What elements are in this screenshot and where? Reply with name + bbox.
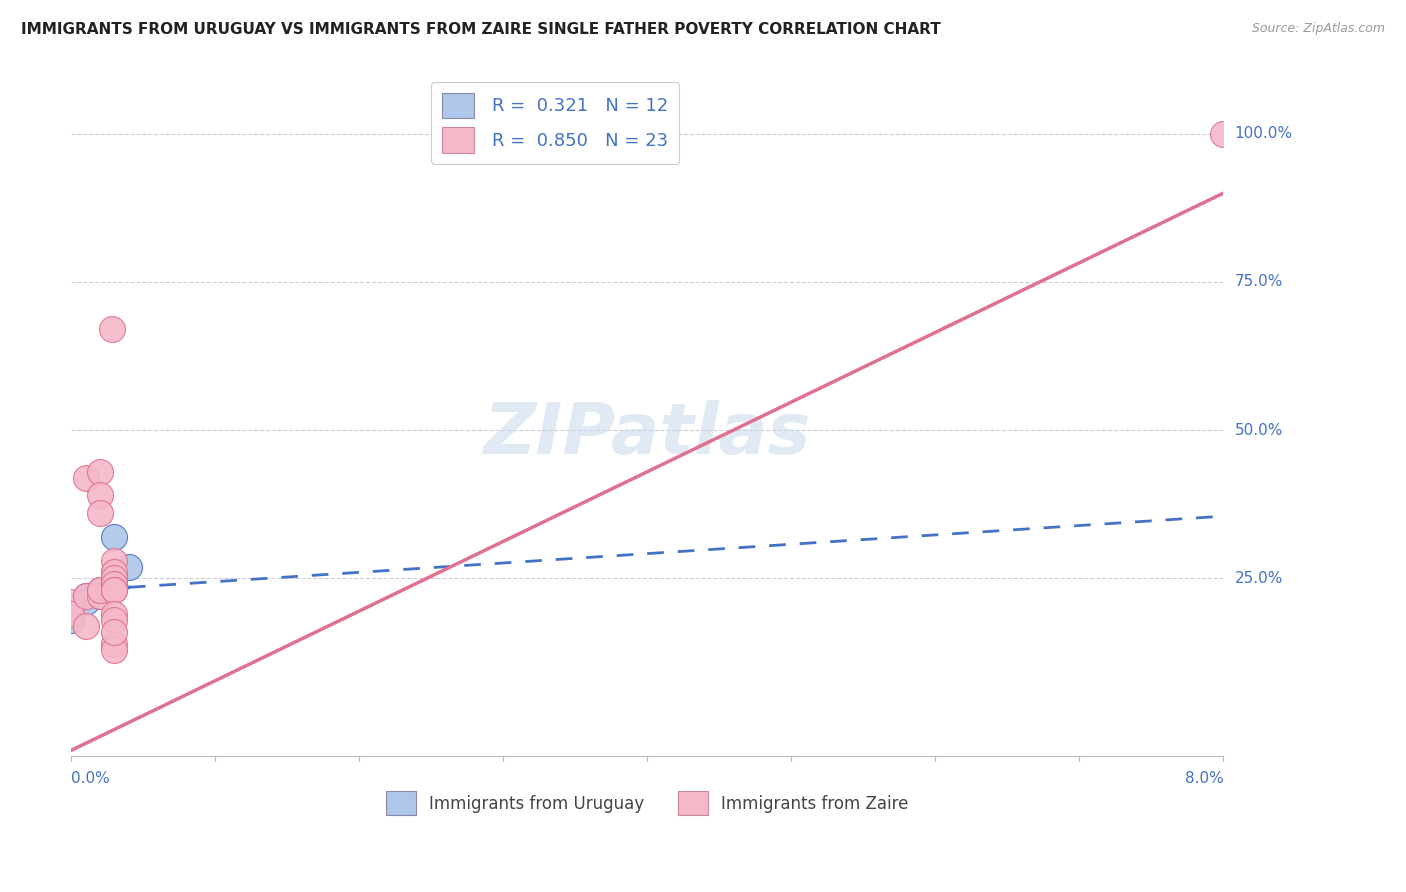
Point: [60, 595, 83, 609]
Text: 50.0%: 50.0%: [1234, 423, 1282, 438]
Point: [103, 566, 125, 580]
Point: [75, 619, 97, 633]
Point: [89, 465, 111, 479]
Text: 25.0%: 25.0%: [1234, 571, 1282, 586]
Point: [103, 566, 125, 580]
Point: [103, 624, 125, 639]
Point: [103, 571, 125, 585]
Text: 100.0%: 100.0%: [1234, 127, 1292, 141]
Text: 0.0%: 0.0%: [72, 771, 110, 786]
Point: [75, 589, 97, 603]
Point: [103, 577, 125, 591]
Point: [103, 571, 125, 585]
Point: [89, 589, 111, 603]
Point: [89, 583, 111, 598]
Text: 75.0%: 75.0%: [1234, 275, 1282, 290]
Text: Source: ZipAtlas.com: Source: ZipAtlas.com: [1251, 22, 1385, 36]
Point: [103, 583, 125, 598]
Point: [103, 613, 125, 627]
Point: [100, 322, 122, 336]
Text: IMMIGRANTS FROM URUGUAY VS IMMIGRANTS FROM ZAIRE SINGLE FATHER POVERTY CORRELATI: IMMIGRANTS FROM URUGUAY VS IMMIGRANTS FR…: [21, 22, 941, 37]
Point: [75, 595, 97, 609]
Point: [75, 589, 97, 603]
Point: [60, 613, 83, 627]
Point: [103, 577, 125, 591]
Legend: Immigrants from Uruguay, Immigrants from Zaire: Immigrants from Uruguay, Immigrants from…: [380, 785, 915, 822]
Point: [89, 583, 111, 598]
Point: [103, 554, 125, 568]
Point: [103, 642, 125, 657]
Point: [103, 530, 125, 544]
Point: [89, 488, 111, 502]
Text: 8.0%: 8.0%: [1185, 771, 1223, 786]
Point: [103, 637, 125, 651]
Point: [89, 589, 111, 603]
Point: [103, 583, 125, 598]
Point: [60, 601, 83, 615]
Point: [60, 607, 83, 621]
Point: [118, 559, 141, 574]
Point: [103, 607, 125, 621]
Point: [60, 601, 83, 615]
Text: ZIPatlas: ZIPatlas: [484, 401, 811, 469]
Point: [1212, 127, 1234, 141]
Point: [75, 470, 97, 484]
Point: [89, 506, 111, 520]
Point: [60, 607, 83, 621]
